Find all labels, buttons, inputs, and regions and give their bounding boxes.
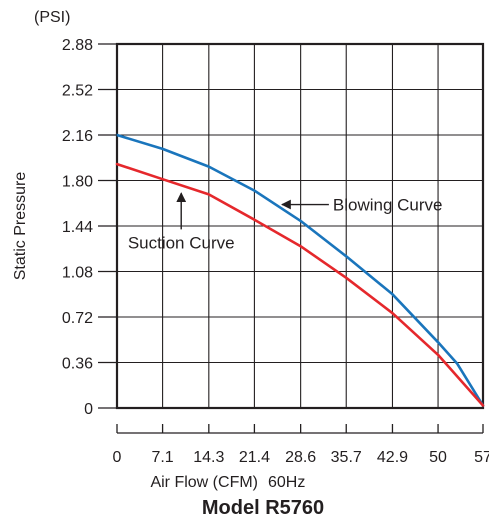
series-line-suction (115, 162, 485, 407)
ticks-layer: 0 0.36 0.72 1.08 1.44 1.80 2.16 2.52 2.88 0 7.1 14.… (62, 37, 489, 466)
x-axis-label: Air Flow (CFM) (150, 474, 258, 491)
x-tick-label: 7.1 (151, 449, 173, 466)
y-tick-label: 1.80 (62, 174, 93, 191)
x-tick-label: 50 (429, 449, 447, 466)
suction-curve-label: Suction Curve (128, 233, 235, 252)
annotation-layer: Blowing Curve Suction Curve (128, 192, 443, 252)
x-tick-label: 28.6 (285, 449, 316, 466)
y-tick-label: 1.08 (62, 265, 93, 282)
y-tick-label: 1.44 (62, 219, 93, 236)
y-tick-label: 0.36 (62, 356, 93, 373)
y-tick-label: 2.52 (62, 83, 93, 100)
x-tick-label: 21.4 (239, 449, 270, 466)
y-unit-label: (PSI) (34, 9, 70, 26)
grid-layer (115, 42, 485, 410)
series-layer (115, 133, 485, 407)
x-tick-label: 57 (474, 449, 489, 466)
chart-title: Model R5760 (202, 497, 324, 519)
x-tick-label: 42.9 (377, 449, 408, 466)
y-tick-label: 0 (84, 401, 93, 418)
y-tick-label: 2.16 (62, 128, 93, 145)
x-tick-label: 35.7 (331, 449, 362, 466)
y-tick-label: 0.72 (62, 310, 93, 327)
x-axis-note: 60Hz (268, 474, 305, 491)
blowing-curve-label: Blowing Curve (333, 196, 443, 215)
x-tick-label: 0 (113, 449, 122, 466)
y-axis-label: Static Pressure (12, 172, 29, 281)
y-tick-label: 2.88 (62, 37, 93, 54)
series-line-blowing (115, 133, 485, 407)
x-tick-label: 14.3 (193, 449, 224, 466)
